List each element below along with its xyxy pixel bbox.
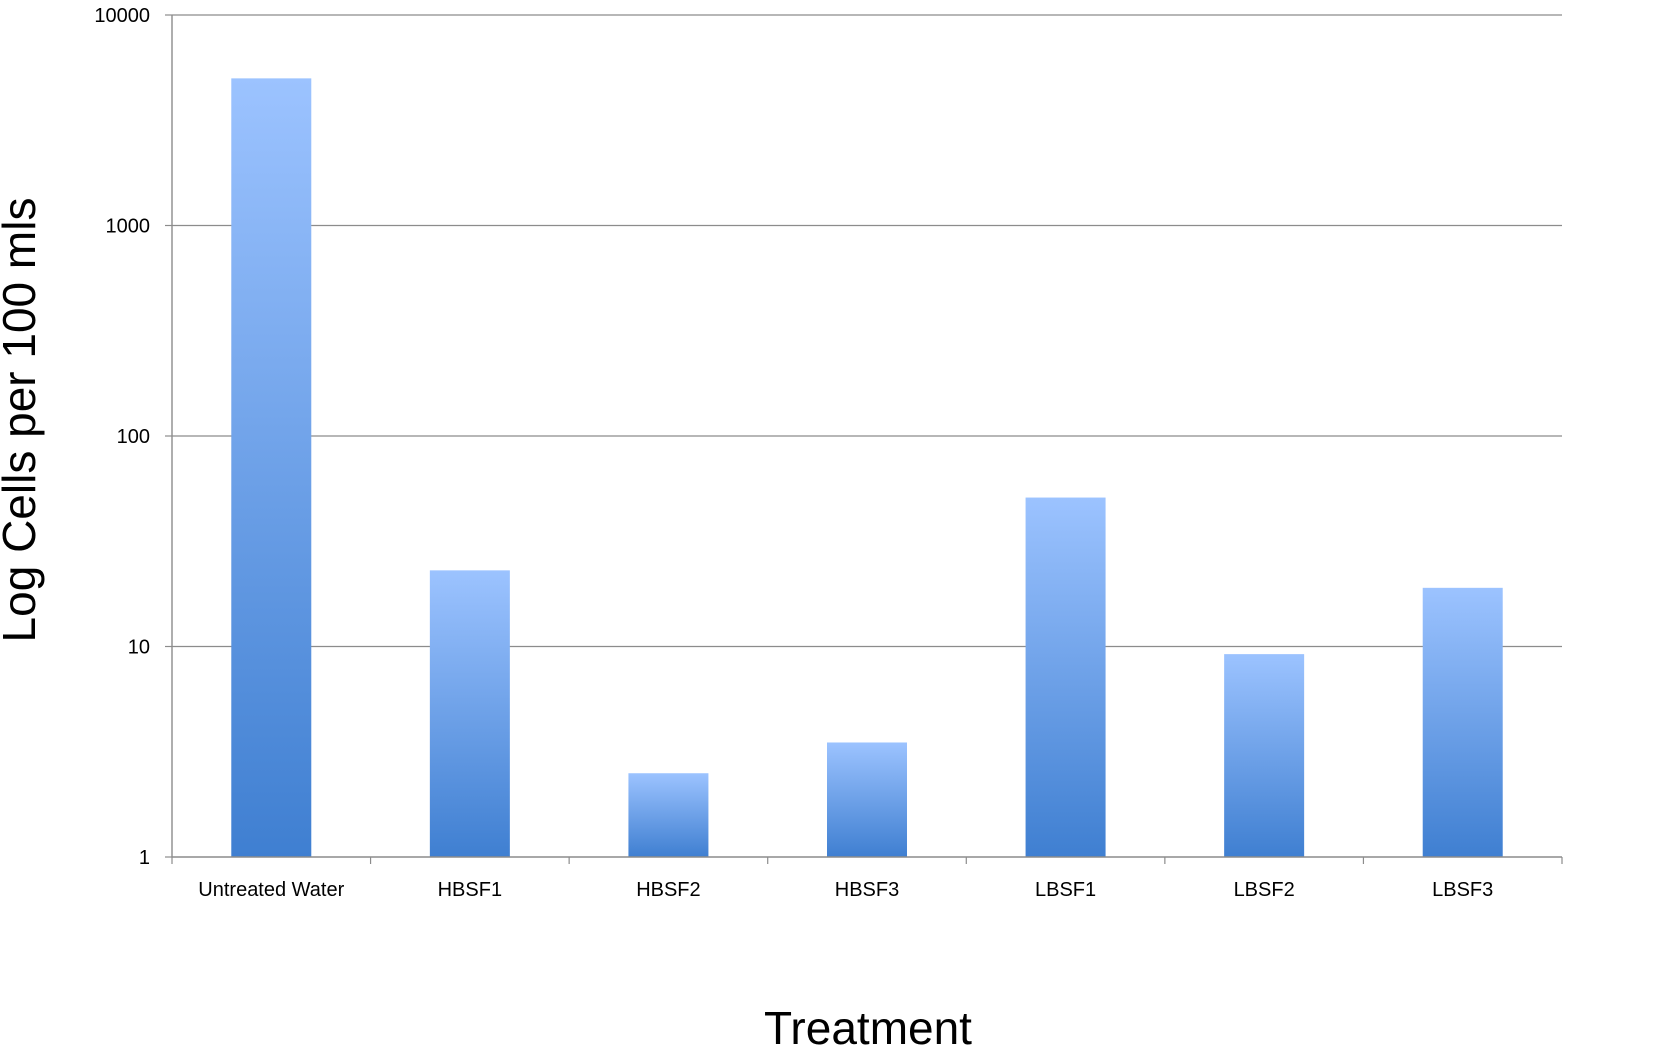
axes bbox=[165, 14, 1563, 864]
x-tick-label: LBSF1 bbox=[1035, 879, 1096, 901]
x-tick-label: LBSF3 bbox=[1432, 879, 1493, 901]
bar bbox=[429, 570, 510, 857]
y-tick-label: 10000 bbox=[94, 5, 150, 27]
bar bbox=[1025, 497, 1106, 857]
y-tick-label: 1 bbox=[139, 847, 150, 869]
bar bbox=[231, 78, 312, 857]
bar bbox=[628, 773, 709, 857]
x-tick-label: HBSF1 bbox=[438, 879, 502, 901]
x-tick-label: LBSF2 bbox=[1234, 879, 1295, 901]
bar bbox=[827, 742, 907, 857]
x-axis-title: Treatment bbox=[764, 1002, 972, 1054]
x-tick-labels: Untreated Water HBSF1 HBSF2 HBSF3 LBSF1 LBSF2… bbox=[198, 879, 1493, 901]
y-axis-title: Log Cells per 100 mls bbox=[0, 198, 45, 643]
x-tick-label: Untreated Water bbox=[198, 879, 344, 901]
bar bbox=[1422, 587, 1503, 857]
x-tick-label: HBSF3 bbox=[835, 879, 899, 901]
x-tick-label: HBSF2 bbox=[636, 879, 700, 901]
y-tick-label: 100 bbox=[117, 426, 150, 448]
bars bbox=[231, 78, 1503, 857]
gridlines bbox=[172, 14, 1562, 648]
bar bbox=[1224, 654, 1305, 857]
y-tick-label: 1000 bbox=[106, 216, 151, 238]
y-tick-label: 10 bbox=[128, 637, 150, 659]
y-tick-labels: 1 10 100 1000 10000 bbox=[94, 5, 150, 869]
